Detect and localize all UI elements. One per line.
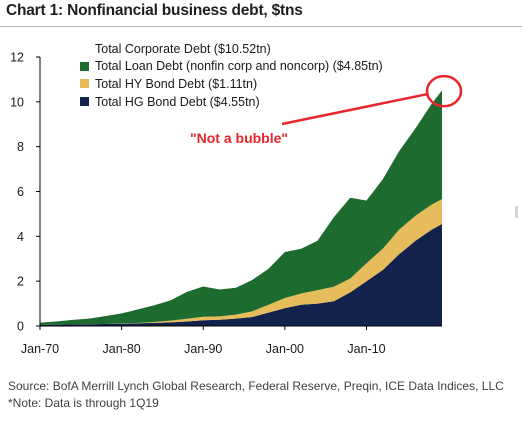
legend-item: Total Loan Debt (nonfin corp and noncorp… [80,58,383,76]
title-divider [0,26,522,27]
legend-item: Total Corporate Debt ($10.52tn) [80,40,383,58]
legend-label: Total Loan Debt (nonfin corp and noncorp… [95,59,383,74]
tick-labels: 0 2 4 6 8 10 12 Jan-70 Jan-80 Jan-90 Jan-00 Jan-10 [10,51,386,357]
legend-label: Total HG Bond Debt ($4.55tn) [95,94,260,109]
legend-label: Total Corporate Debt ($10.52tn) [95,41,271,56]
x-tick-label: Jan-10 [347,342,385,356]
area-loan-debt [40,90,442,325]
bubble-callout [281,74,463,126]
y-tick-label: 0 [17,320,24,334]
scrollbar-marker [515,206,518,218]
legend: Total Corporate Debt ($10.52tn) Total Loa… [80,40,383,110]
area-hy-bond [40,199,442,325]
x-tick-label: Jan-90 [184,342,222,356]
callout-line [281,92,428,126]
legend-swatch [80,79,89,89]
y-tick-label: 4 [17,230,24,244]
legend-item: Total HG Bond Debt ($4.55tn) [80,93,383,111]
x-tick-label: Jan-00 [266,342,304,356]
chart-title: Chart 1: Nonfinancial business debt, $tn… [6,2,303,19]
not-a-bubble-annotation: "Not a bubble" [190,130,289,146]
y-tick-label: 2 [17,275,24,289]
y-tick-label: 12 [10,51,24,65]
y-tick-label: 10 [10,95,24,109]
axes [36,56,442,330]
area-hg-bond [40,224,442,326]
stacked-area-chart: 0 2 4 6 8 10 12 Jan-70 Jan-80 Jan-90 Jan-00 Jan-10 [10,51,463,357]
y-tick-label: 8 [17,140,24,154]
legend-swatch [80,61,89,71]
highlight-circle [425,74,463,108]
x-tick-label: Jan-80 [103,342,141,356]
area-layers [40,90,442,326]
legend-swatch [80,44,89,53]
legend-item: Total HY Bond Debt ($1.11tn) [80,75,383,93]
x-tick-label: Jan-70 [21,342,59,356]
y-tick-label: 6 [17,185,24,199]
source-note: Source: BofA Merrill Lynch Global Resear… [8,379,504,410]
legend-label: Total HY Bond Debt ($1.11tn) [95,76,258,91]
legend-swatch [80,97,89,107]
